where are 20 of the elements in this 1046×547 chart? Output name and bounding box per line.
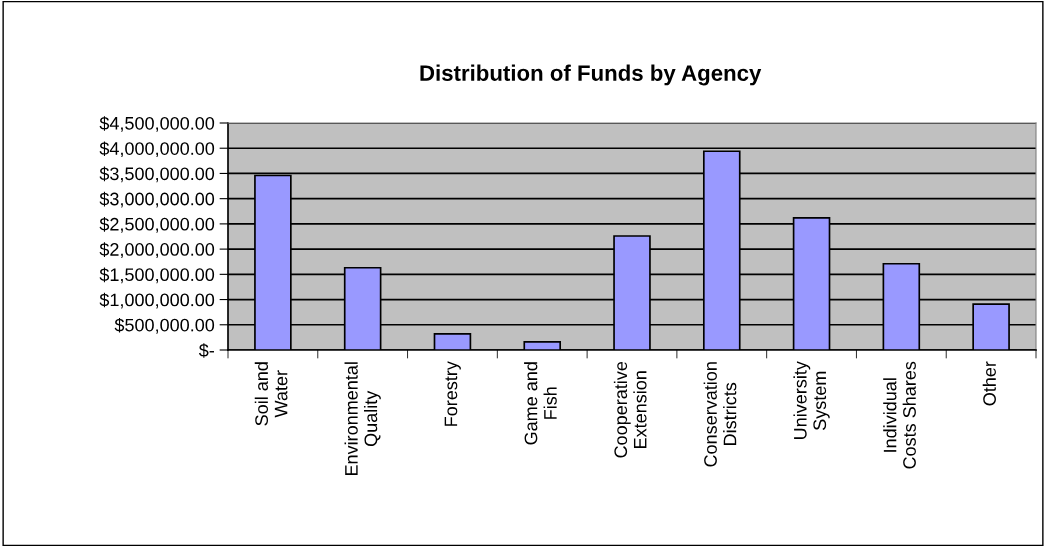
x-tick-label: Cooperative Extension [613,361,647,458]
y-tick-label: $2,000,000.00 [99,242,215,258]
x-tick-label: Environmental Quality [344,362,381,476]
x-tick-label: University System [793,361,830,439]
y-tick-label: $2,500,000.00 [99,217,215,233]
x-tick-label: Forestry [444,361,461,426]
x-tick-label: Game and Fish [524,362,557,445]
y-tick-label: $1,000,000.00 [99,292,215,309]
y-tick-label: $4,000,000.00 [99,141,215,158]
y-tick-label: $4,500,000.00 [99,116,215,132]
y-tick-label: $1,500,000.00 [99,267,215,284]
x-tick-label: Conservation Districts [703,362,737,467]
x-tick-label: Soil and Water [254,362,288,426]
y-tick-label: $- [198,343,215,358]
y-tick-label: $3,500,000.00 [99,166,215,183]
x-tick-label: Other [982,361,996,406]
y-tick-label: $500,000.00 [114,317,215,334]
chart-title: Distribution of Funds by Agency [420,64,762,86]
x-tick-label: Individual Costs Shares [883,361,916,469]
y-tick-label: $3,000,000.00 [99,191,215,208]
